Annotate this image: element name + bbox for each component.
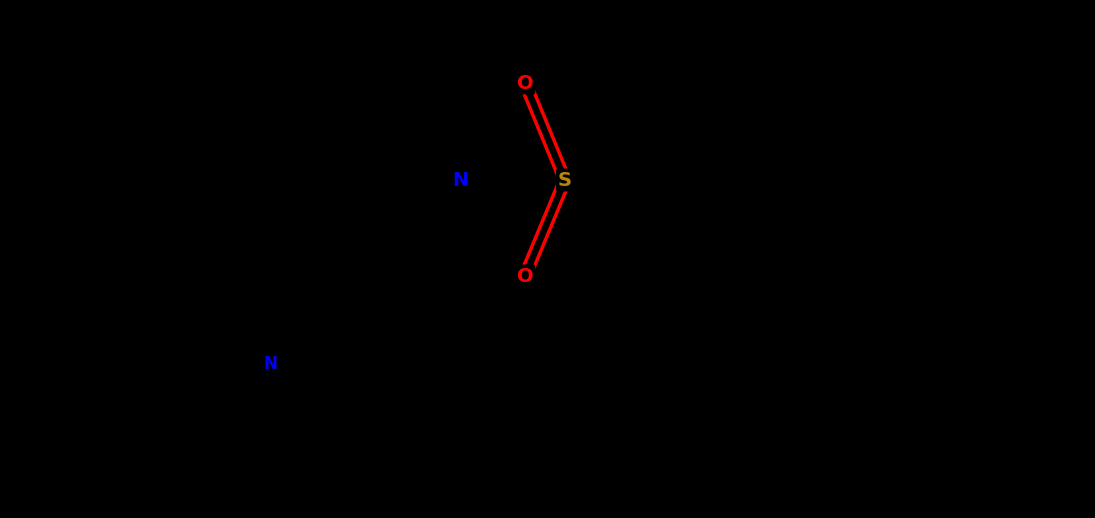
Text: S: S (558, 170, 572, 190)
Text: N: N (263, 355, 277, 373)
Text: N: N (452, 170, 469, 190)
Text: O: O (517, 74, 533, 93)
Text: O: O (517, 266, 533, 285)
